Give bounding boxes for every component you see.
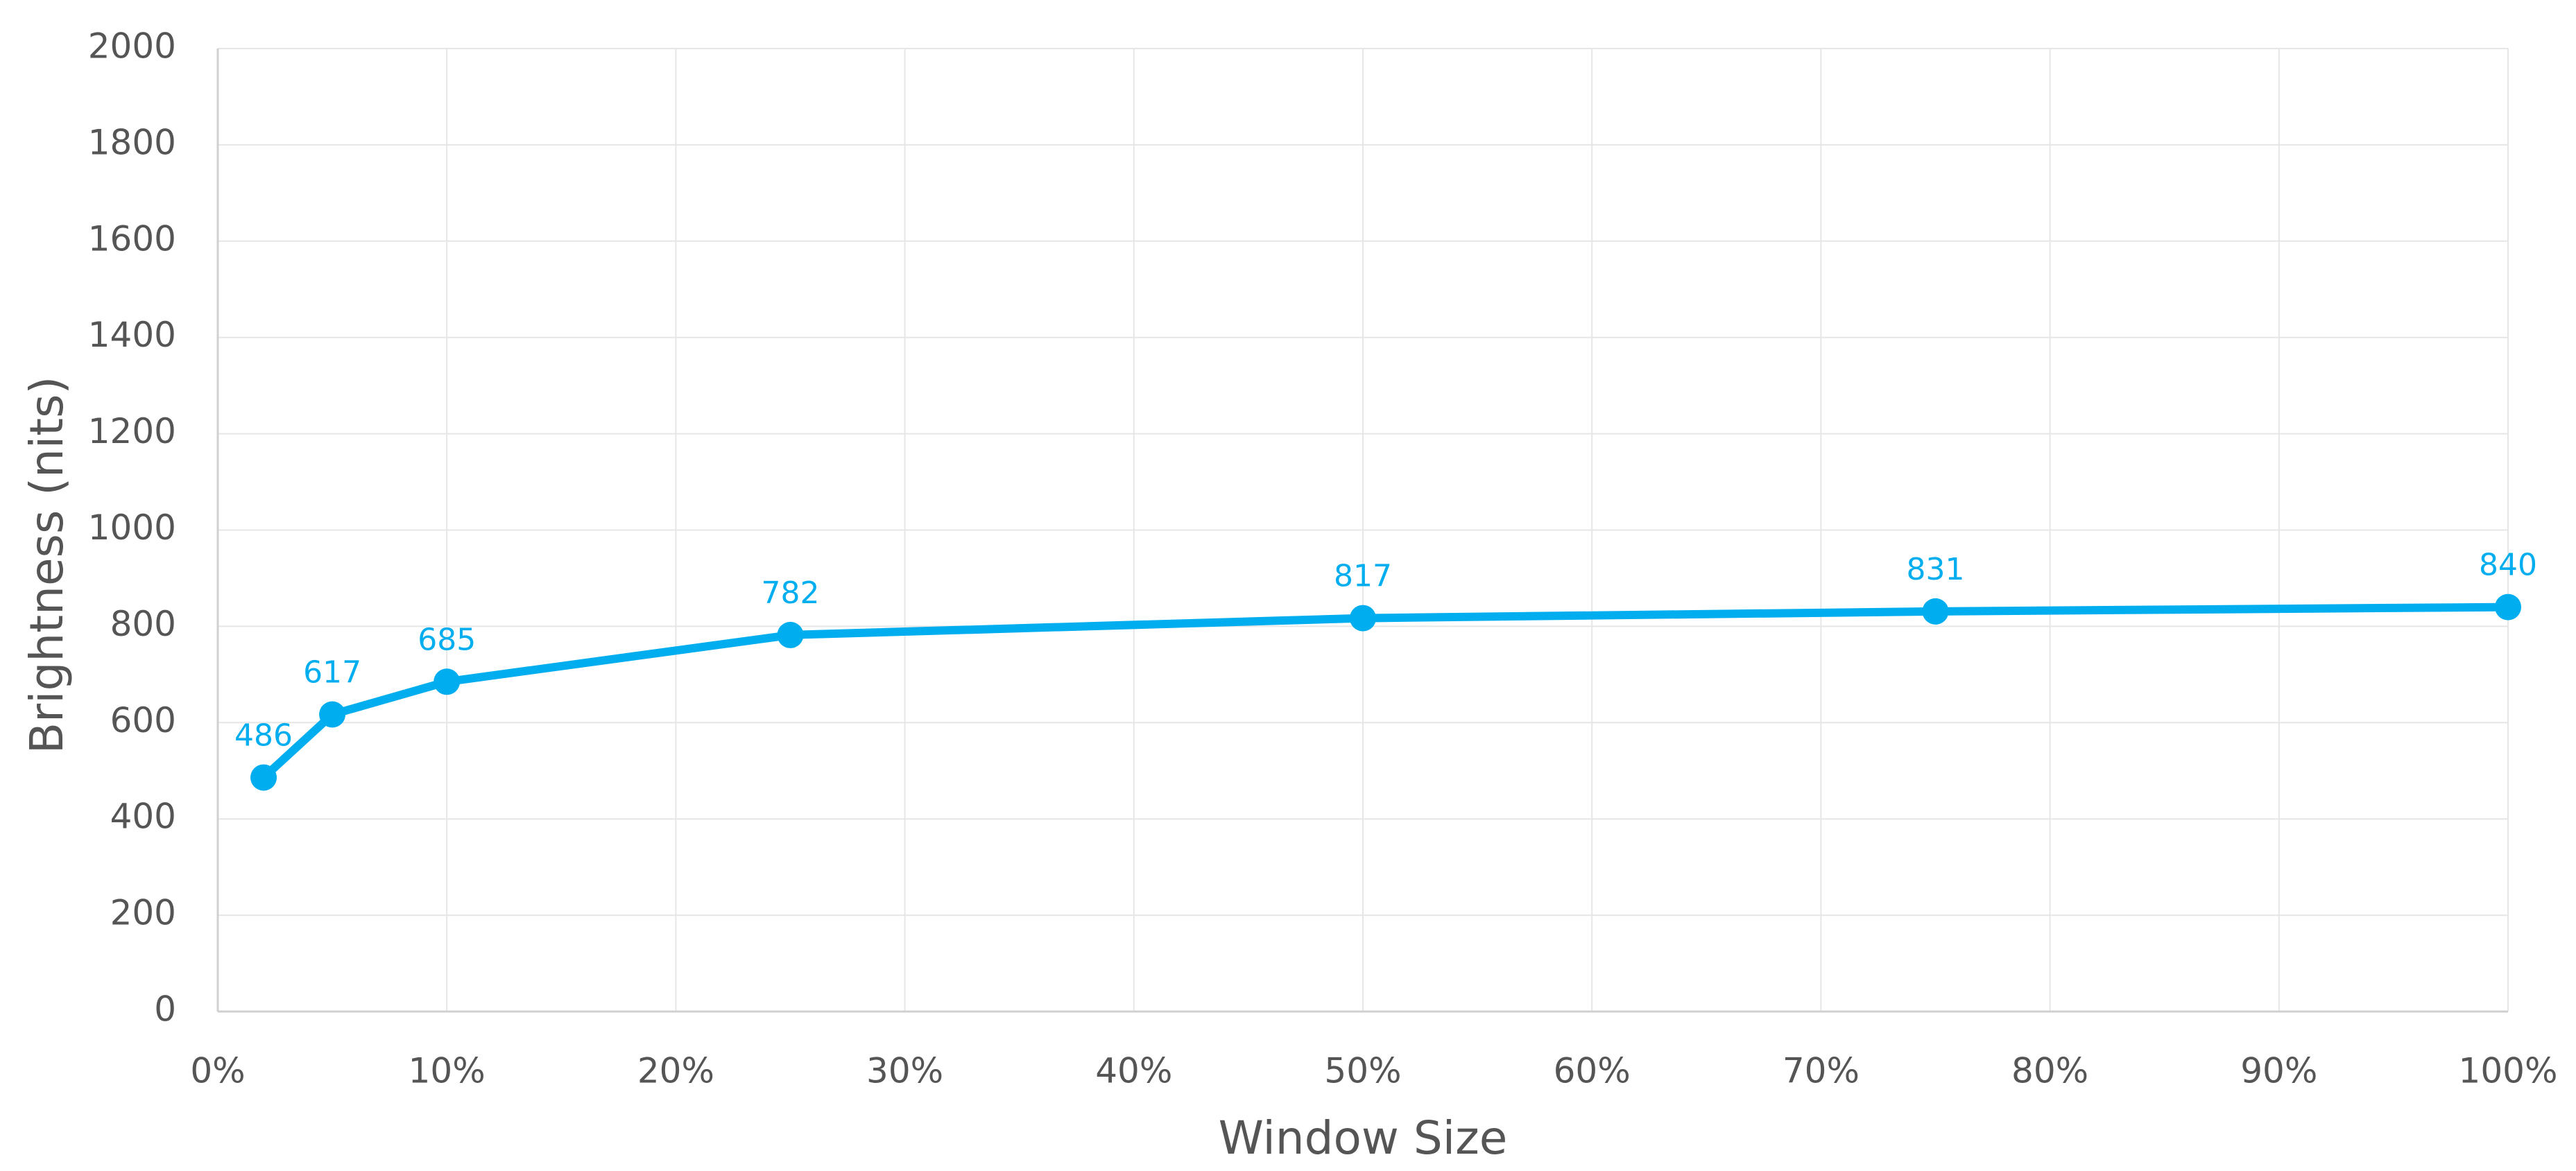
x-tick-label: 10% [409,1051,486,1091]
x-tick-label: 20% [637,1051,714,1091]
data-point [433,668,461,695]
y-tick-label: 1800 [88,122,176,162]
data-label: 831 [1907,552,1965,587]
data-label: 617 [303,654,361,690]
y-tick-label: 800 [110,604,176,644]
y-tick-label: 1600 [88,218,176,259]
data-point [2495,593,2521,621]
data-label: 685 [418,622,476,657]
y-tick-label: 1200 [88,411,176,451]
y-tick-label: 1400 [88,315,176,355]
data-label: 840 [2479,548,2537,583]
y-tick-label: 400 [110,797,176,837]
data-point [1350,605,1376,632]
data-label: 817 [1334,559,1392,594]
x-tick-label: 90% [2240,1051,2317,1091]
y-tick-label: 0 [154,989,176,1030]
data-point [250,764,277,791]
y-tick-label: 1000 [88,508,176,548]
y-tick-label: 200 [110,893,176,933]
y-tick-label: 2000 [88,26,176,67]
x-tick-label: 70% [1783,1051,1860,1091]
data-point [777,621,804,648]
x-tick-label: 40% [1095,1051,1172,1091]
x-axis-title: Window Size [1219,1111,1508,1165]
x-tick-label: 30% [866,1051,943,1091]
x-tick-label: 50% [1324,1051,1401,1091]
x-tick-label: 80% [2011,1051,2088,1091]
y-axis-title: Brightness (nits) [20,376,74,754]
data-point [319,701,346,728]
x-tick-label: 60% [1554,1051,1631,1091]
x-tick-label: 100% [2459,1051,2558,1091]
series-line [260,602,2509,781]
data-point [1922,598,1949,625]
data-label: 782 [762,575,820,611]
data-label: 486 [234,718,293,753]
y-tick-label: 600 [110,700,176,740]
x-tick-label: 0% [190,1051,245,1091]
